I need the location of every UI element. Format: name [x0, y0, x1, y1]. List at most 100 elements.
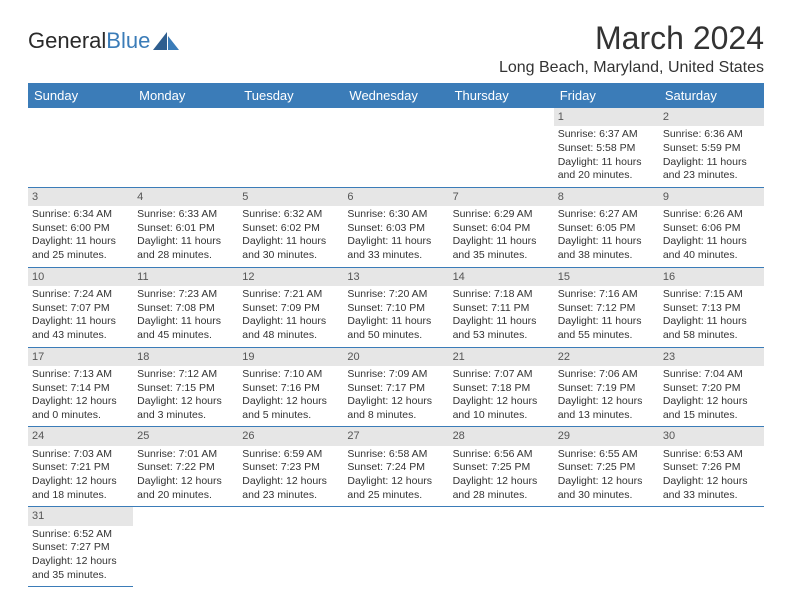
day-number: 9	[659, 188, 764, 206]
calendar-day-cell: 11Sunrise: 7:23 AMSunset: 7:08 PMDayligh…	[133, 267, 238, 347]
sunrise-text: Sunrise: 7:01 AM	[137, 448, 234, 462]
sunset-text: Sunset: 7:26 PM	[663, 461, 760, 475]
sunset-text: Sunset: 5:58 PM	[558, 142, 655, 156]
calendar-day-cell	[238, 507, 343, 587]
sunrise-text: Sunrise: 7:15 AM	[663, 288, 760, 302]
day-details: Sunrise: 7:03 AMSunset: 7:21 PMDaylight:…	[28, 446, 133, 507]
sunrise-text: Sunrise: 7:12 AM	[137, 368, 234, 382]
daylight-text: Daylight: 11 hours and 55 minutes.	[558, 315, 655, 342]
calendar-day-cell: 2Sunrise: 6:36 AMSunset: 5:59 PMDaylight…	[659, 108, 764, 187]
calendar-day-cell	[449, 507, 554, 587]
sunrise-text: Sunrise: 6:52 AM	[32, 528, 129, 542]
sunset-text: Sunset: 7:18 PM	[453, 382, 550, 396]
day-details: Sunrise: 6:58 AMSunset: 7:24 PMDaylight:…	[343, 446, 448, 507]
day-number: 11	[133, 268, 238, 286]
weekday-header: Sunday	[28, 83, 133, 108]
sunrise-text: Sunrise: 7:04 AM	[663, 368, 760, 382]
sunset-text: Sunset: 7:08 PM	[137, 302, 234, 316]
calendar-week-row: 24Sunrise: 7:03 AMSunset: 7:21 PMDayligh…	[28, 427, 764, 507]
sunset-text: Sunset: 5:59 PM	[663, 142, 760, 156]
sunset-text: Sunset: 6:02 PM	[242, 222, 339, 236]
sunset-text: Sunset: 7:10 PM	[347, 302, 444, 316]
day-number: 8	[554, 188, 659, 206]
daylight-text: Daylight: 12 hours and 25 minutes.	[347, 475, 444, 502]
sunset-text: Sunset: 7:21 PM	[32, 461, 129, 475]
daylight-text: Daylight: 11 hours and 50 minutes.	[347, 315, 444, 342]
weekday-header: Tuesday	[238, 83, 343, 108]
calendar-day-cell: 8Sunrise: 6:27 AMSunset: 6:05 PMDaylight…	[554, 187, 659, 267]
day-details: Sunrise: 6:36 AMSunset: 5:59 PMDaylight:…	[659, 126, 764, 187]
calendar-day-cell: 5Sunrise: 6:32 AMSunset: 6:02 PMDaylight…	[238, 187, 343, 267]
sunrise-text: Sunrise: 6:30 AM	[347, 208, 444, 222]
calendar-day-cell: 21Sunrise: 7:07 AMSunset: 7:18 PMDayligh…	[449, 347, 554, 427]
sunset-text: Sunset: 7:12 PM	[558, 302, 655, 316]
daylight-text: Daylight: 12 hours and 23 minutes.	[242, 475, 339, 502]
calendar-day-cell: 23Sunrise: 7:04 AMSunset: 7:20 PMDayligh…	[659, 347, 764, 427]
day-details: Sunrise: 7:01 AMSunset: 7:22 PMDaylight:…	[133, 446, 238, 507]
calendar-day-cell: 1Sunrise: 6:37 AMSunset: 5:58 PMDaylight…	[554, 108, 659, 187]
calendar-day-cell: 15Sunrise: 7:16 AMSunset: 7:12 PMDayligh…	[554, 267, 659, 347]
daylight-text: Daylight: 11 hours and 30 minutes.	[242, 235, 339, 262]
day-details: Sunrise: 6:52 AMSunset: 7:27 PMDaylight:…	[28, 526, 133, 587]
daylight-text: Daylight: 12 hours and 30 minutes.	[558, 475, 655, 502]
sunset-text: Sunset: 7:25 PM	[558, 461, 655, 475]
calendar-day-cell: 24Sunrise: 7:03 AMSunset: 7:21 PMDayligh…	[28, 427, 133, 507]
sunset-text: Sunset: 6:05 PM	[558, 222, 655, 236]
calendar-day-cell: 10Sunrise: 7:24 AMSunset: 7:07 PMDayligh…	[28, 267, 133, 347]
sunset-text: Sunset: 7:19 PM	[558, 382, 655, 396]
calendar-day-cell: 12Sunrise: 7:21 AMSunset: 7:09 PMDayligh…	[238, 267, 343, 347]
day-details: Sunrise: 7:13 AMSunset: 7:14 PMDaylight:…	[28, 366, 133, 427]
calendar-day-cell: 30Sunrise: 6:53 AMSunset: 7:26 PMDayligh…	[659, 427, 764, 507]
sunrise-text: Sunrise: 7:23 AM	[137, 288, 234, 302]
calendar-day-cell: 26Sunrise: 6:59 AMSunset: 7:23 PMDayligh…	[238, 427, 343, 507]
day-details: Sunrise: 6:55 AMSunset: 7:25 PMDaylight:…	[554, 446, 659, 507]
calendar-day-cell	[343, 507, 448, 587]
daylight-text: Daylight: 11 hours and 25 minutes.	[32, 235, 129, 262]
calendar-day-cell: 27Sunrise: 6:58 AMSunset: 7:24 PMDayligh…	[343, 427, 448, 507]
calendar-day-cell: 17Sunrise: 7:13 AMSunset: 7:14 PMDayligh…	[28, 347, 133, 427]
sunrise-text: Sunrise: 6:58 AM	[347, 448, 444, 462]
daylight-text: Daylight: 12 hours and 3 minutes.	[137, 395, 234, 422]
day-number: 13	[343, 268, 448, 286]
sunset-text: Sunset: 7:09 PM	[242, 302, 339, 316]
day-number: 21	[449, 348, 554, 366]
day-number: 18	[133, 348, 238, 366]
calendar-day-cell: 6Sunrise: 6:30 AMSunset: 6:03 PMDaylight…	[343, 187, 448, 267]
sunrise-text: Sunrise: 7:21 AM	[242, 288, 339, 302]
sunrise-text: Sunrise: 7:20 AM	[347, 288, 444, 302]
sunset-text: Sunset: 7:17 PM	[347, 382, 444, 396]
day-details: Sunrise: 6:30 AMSunset: 6:03 PMDaylight:…	[343, 206, 448, 267]
sunrise-text: Sunrise: 6:37 AM	[558, 128, 655, 142]
sunrise-text: Sunrise: 7:13 AM	[32, 368, 129, 382]
location: Long Beach, Maryland, United States	[499, 59, 764, 77]
daylight-text: Daylight: 11 hours and 53 minutes.	[453, 315, 550, 342]
sunrise-text: Sunrise: 7:03 AM	[32, 448, 129, 462]
sunrise-text: Sunrise: 6:56 AM	[453, 448, 550, 462]
month-title: March 2024	[499, 20, 764, 57]
sunrise-text: Sunrise: 6:26 AM	[663, 208, 760, 222]
weekday-header: Wednesday	[343, 83, 448, 108]
sunrise-text: Sunrise: 6:59 AM	[242, 448, 339, 462]
header: GeneralBlue March 2024 Long Beach, Maryl…	[28, 20, 764, 77]
logo: GeneralBlue	[28, 28, 179, 54]
calendar-table: Sunday Monday Tuesday Wednesday Thursday…	[28, 83, 764, 587]
sunset-text: Sunset: 7:14 PM	[32, 382, 129, 396]
day-details: Sunrise: 7:23 AMSunset: 7:08 PMDaylight:…	[133, 286, 238, 347]
calendar-week-row: 1Sunrise: 6:37 AMSunset: 5:58 PMDaylight…	[28, 108, 764, 187]
daylight-text: Daylight: 11 hours and 20 minutes.	[558, 156, 655, 183]
weekday-header-row: Sunday Monday Tuesday Wednesday Thursday…	[28, 83, 764, 108]
calendar-day-cell	[28, 108, 133, 187]
sunrise-text: Sunrise: 6:55 AM	[558, 448, 655, 462]
sunrise-text: Sunrise: 7:06 AM	[558, 368, 655, 382]
day-details: Sunrise: 7:20 AMSunset: 7:10 PMDaylight:…	[343, 286, 448, 347]
logo-sail-icon	[153, 32, 179, 50]
daylight-text: Daylight: 11 hours and 33 minutes.	[347, 235, 444, 262]
sunset-text: Sunset: 7:11 PM	[453, 302, 550, 316]
daylight-text: Daylight: 11 hours and 35 minutes.	[453, 235, 550, 262]
day-details: Sunrise: 6:59 AMSunset: 7:23 PMDaylight:…	[238, 446, 343, 507]
calendar-day-cell	[554, 507, 659, 587]
daylight-text: Daylight: 12 hours and 0 minutes.	[32, 395, 129, 422]
weekday-header: Monday	[133, 83, 238, 108]
day-number: 17	[28, 348, 133, 366]
daylight-text: Daylight: 12 hours and 35 minutes.	[32, 555, 129, 582]
